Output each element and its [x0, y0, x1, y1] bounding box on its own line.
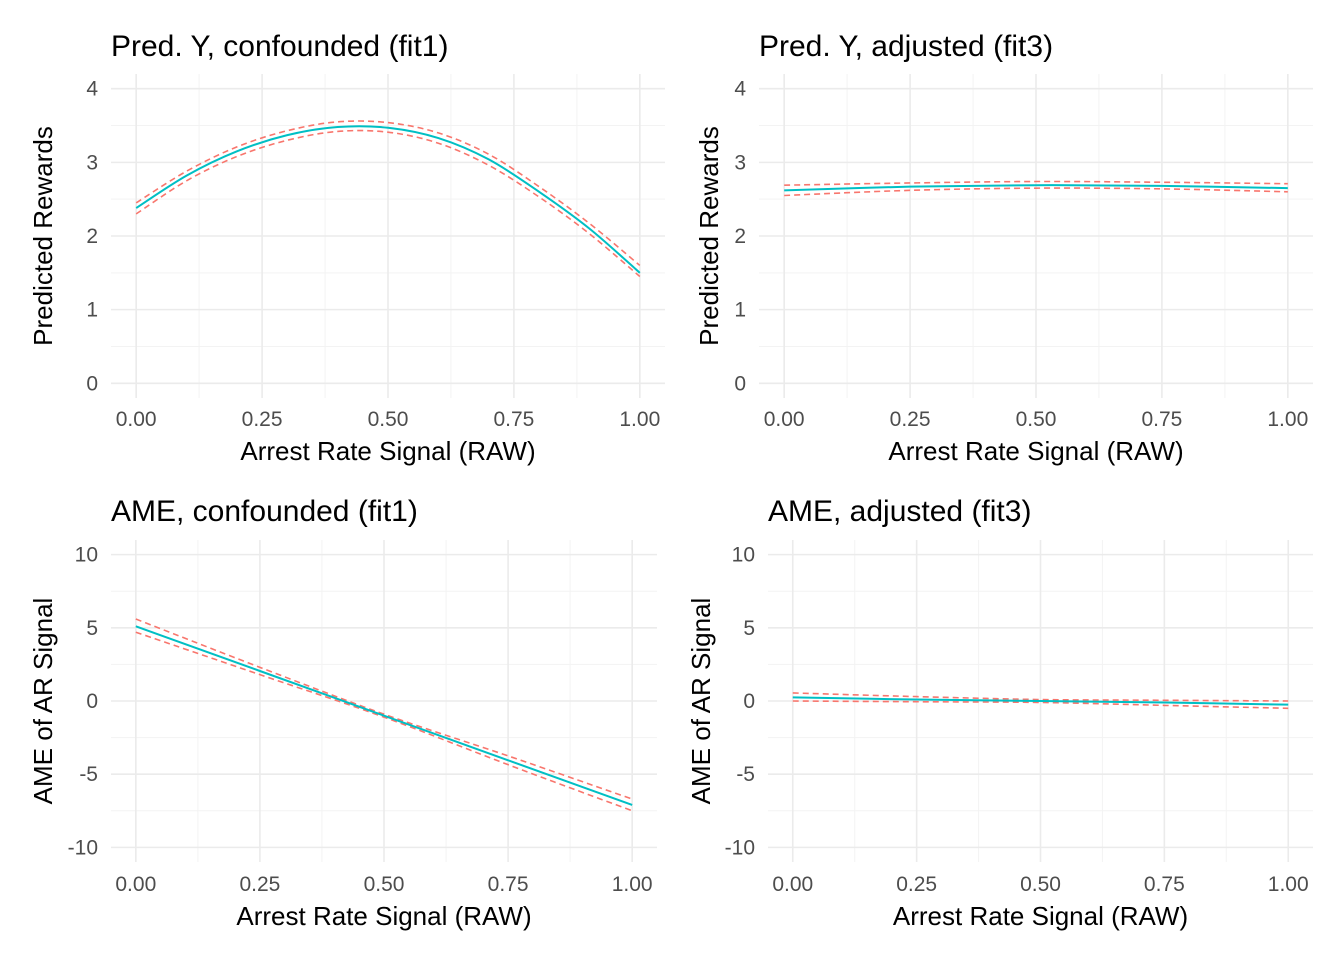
x-tick-label: 0.00: [764, 408, 805, 431]
x-axis-title: Arrest Rate Signal (RAW): [888, 436, 1183, 466]
x-tick-label: 1.00: [1267, 408, 1308, 431]
x-tick-label: 0.25: [896, 873, 937, 896]
y-axis-title: Predicted Rewards: [694, 126, 724, 346]
y-tick-label: 1: [734, 299, 746, 322]
chart-panel-1: 0.00 0.25 0.50 0.75 1.00 0 1 2 3 4 Pred. Y, confou…: [28, 30, 665, 466]
y-tick-label: 3: [86, 151, 98, 174]
x-tick-label: 1.00: [619, 408, 660, 431]
x-tick-label: 0.00: [116, 408, 157, 431]
x-tick-label: 0.25: [242, 408, 283, 431]
x-tick-label: 0.75: [493, 408, 534, 431]
x-tick-label: 0.75: [488, 873, 529, 896]
upper-ci-line: [792, 692, 1289, 702]
y-tick-label: 4: [734, 78, 746, 101]
x-tick-label: 0.50: [1016, 408, 1057, 431]
estimate-line: [135, 125, 641, 274]
estimate-line: [784, 184, 1288, 192]
panel-title: AME, adjusted (fit3): [768, 495, 1031, 528]
x-tick-label: 0.25: [239, 873, 280, 896]
lower-ci-line: [784, 187, 1288, 197]
chart-panel-4: 0.00 0.25 0.50 0.75 1.00 -10 -5 0 5 10 AME, adjust…: [686, 495, 1313, 931]
x-tick-label: 0.00: [772, 873, 813, 896]
y-tick-label: 5: [743, 617, 755, 640]
estimate-line: [135, 625, 633, 806]
x-tick-label: 1.00: [1268, 873, 1309, 896]
y-tick-label: 10: [75, 544, 98, 567]
y-tick-label: 4: [86, 78, 98, 101]
panel-title: Pred. Y, adjusted (fit3): [759, 30, 1053, 63]
x-tick-label: 0.00: [115, 873, 156, 896]
y-tick-label: 0: [86, 372, 98, 395]
y-tick-label: 0: [743, 690, 755, 713]
chart-panel-3: 0.00 0.25 0.50 0.75 1.00 -10 -5 0 5 10 AME, confou…: [28, 495, 657, 931]
y-tick-label: 0: [86, 690, 98, 713]
x-tick-label: 0.75: [1144, 873, 1185, 896]
x-axis-title: Arrest Rate Signal (RAW): [893, 901, 1188, 931]
lower-ci-line: [792, 700, 1289, 710]
y-tick-label: -10: [725, 836, 755, 859]
chart-panel-2: 0.00 0.25 0.50 0.75 1.00 0 1 2 3 4 Pred. Y, adjust…: [694, 30, 1313, 466]
lower-ci-line: [135, 631, 633, 812]
y-tick-label: 3: [734, 151, 746, 174]
y-tick-label: 1: [86, 299, 98, 322]
lower-ci-line: [135, 129, 641, 278]
panel-title: AME, confounded (fit1): [111, 495, 418, 528]
upper-ci-line: [135, 120, 641, 267]
y-tick-label: -5: [79, 763, 98, 786]
upper-ci-line: [784, 180, 1288, 186]
y-tick-label: 10: [732, 544, 755, 567]
panel-title: Pred. Y, confounded (fit1): [111, 30, 448, 63]
x-tick-label: 1.00: [612, 873, 653, 896]
x-tick-label: 0.50: [368, 408, 409, 431]
estimate-line: [792, 696, 1289, 706]
x-tick-label: 0.25: [890, 408, 931, 431]
x-tick-label: 0.50: [364, 873, 405, 896]
y-tick-label: 0: [734, 372, 746, 395]
y-axis-title: AME of AR Signal: [686, 598, 716, 805]
y-tick-label: -5: [736, 763, 755, 786]
y-axis-title: Predicted Rewards: [28, 126, 58, 346]
y-tick-label: 2: [86, 225, 98, 248]
x-tick-label: 0.50: [1020, 873, 1061, 896]
y-tick-label: 2: [734, 225, 746, 248]
x-axis-title: Arrest Rate Signal (RAW): [236, 901, 531, 931]
upper-ci-line: [135, 618, 633, 800]
y-axis-title: AME of AR Signal: [28, 598, 58, 805]
y-tick-label: -10: [68, 836, 98, 859]
x-tick-label: 0.75: [1141, 408, 1182, 431]
x-axis-title: Arrest Rate Signal (RAW): [240, 436, 535, 466]
y-tick-label: 5: [86, 617, 98, 640]
